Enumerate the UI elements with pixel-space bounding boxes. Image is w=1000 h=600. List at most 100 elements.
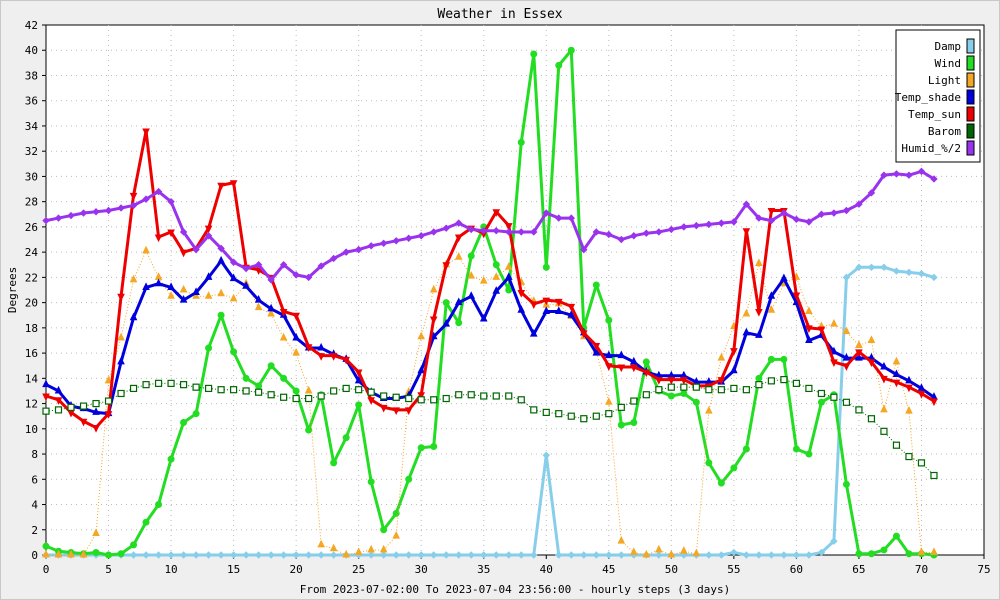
data-point-light [67,549,75,558]
data-point-temp-shade [567,310,576,318]
data-point-light [717,353,726,361]
data-point-light [429,284,438,293]
data-point-light [655,544,663,553]
legend: Damp Wind Light Temp_shade Temp_sun Barom Humi… [895,29,981,163]
data-point-humid-2 [379,239,388,248]
data-point-humid-2 [217,244,225,253]
data-point-damp [530,551,538,559]
data-point-wind [505,286,513,294]
data-point-humid-2 [680,223,688,231]
data-point-temp-sun [567,303,576,312]
data-point-light [192,291,200,299]
x-tick-label: 35 [477,563,490,576]
data-point-barom [630,397,638,405]
y-tick-label: 28 [25,196,38,209]
data-point-barom [317,392,325,400]
data-point-temp-sun [792,292,801,301]
data-point-humid-2 [267,276,275,284]
data-point-wind [142,518,150,526]
data-point-temp-shade [492,286,501,294]
data-point-barom [905,452,913,461]
data-point-light [892,356,901,365]
data-point-temp-shade [892,369,901,378]
data-point-humid-2 [605,230,613,239]
data-point-barom [405,394,413,403]
legend-swatch-light [966,72,975,88]
data-point-temp-shade [242,281,250,289]
data-point-temp-shade [254,294,263,303]
data-point-damp [742,551,751,559]
data-point-temp-shade [517,305,526,313]
data-point-temp-sun [304,344,313,352]
data-point-humid-2 [930,175,938,183]
data-point-damp [517,551,525,559]
data-point-humid-2 [580,245,588,254]
data-point-light [755,258,763,266]
data-point-temp-sun [529,301,538,309]
data-point-barom [179,381,188,389]
data-point-light [92,528,100,537]
data-point-temp-shade [529,329,538,337]
data-point-barom [355,386,363,394]
data-point-temp-sun [392,407,400,415]
data-point-barom [580,415,588,423]
legend-swatch-temp-sun [966,106,975,122]
data-point-damp [842,273,851,282]
data-point-humid-2 [317,262,325,270]
data-point-humid-2 [592,228,601,236]
data-point-light [317,539,325,548]
data-point-humid-2 [692,221,701,230]
data-point-wind [867,550,875,558]
data-point-barom [705,386,713,394]
data-point-humid-2 [842,206,851,215]
data-point-humid-2 [880,171,888,179]
x-tick-label: 65 [852,563,865,576]
data-point-wind [242,374,250,382]
data-point-barom [680,383,688,391]
data-point-wind [792,445,800,453]
data-point-temp-shade [54,385,63,394]
data-point-light [604,397,613,405]
data-point-light [42,549,50,558]
data-point-temp-sun [42,393,50,402]
data-point-temp-shade [92,407,100,415]
x-tick-label: 25 [352,563,365,576]
data-point-wind [255,382,263,390]
data-point-temp-shade [417,365,426,374]
data-point-temp-shade [317,342,325,351]
data-point-barom [442,394,450,403]
data-point-barom [129,384,138,393]
data-point-barom [392,393,400,401]
data-point-light [329,543,338,552]
data-point-barom [242,387,250,395]
data-point-temp-shade [830,346,838,355]
data-point-temp-sun [129,192,138,201]
data-point-temp-sun [292,312,300,321]
data-point-barom [367,388,375,396]
data-point-light [379,544,388,553]
data-point-humid-2 [655,228,663,236]
data-point-light [292,347,300,356]
data-point-temp-sun [667,377,676,385]
data-point-light [617,536,626,544]
data-point-wind [130,541,138,549]
data-point-temp-shade [905,375,913,384]
data-point-wind [417,444,425,452]
data-point-barom [42,407,50,415]
x-tick-label: 15 [227,563,240,576]
data-point-wind [205,344,213,352]
data-point-light [917,547,926,555]
data-point-damp [204,551,213,559]
y-tick-label: 40 [25,44,38,57]
data-point-light [342,549,350,558]
legend-label-temp-sun: Temp_sun [908,108,961,121]
data-point-humid-2 [805,218,813,226]
data-point-wind [517,138,525,146]
data-point-damp [655,551,663,559]
x-tick-label: 45 [602,563,615,576]
data-point-wind [267,362,275,370]
data-point-temp-sun [317,353,325,361]
data-point-barom [330,387,338,395]
data-point-barom [280,393,288,401]
data-point-wind [342,434,350,442]
